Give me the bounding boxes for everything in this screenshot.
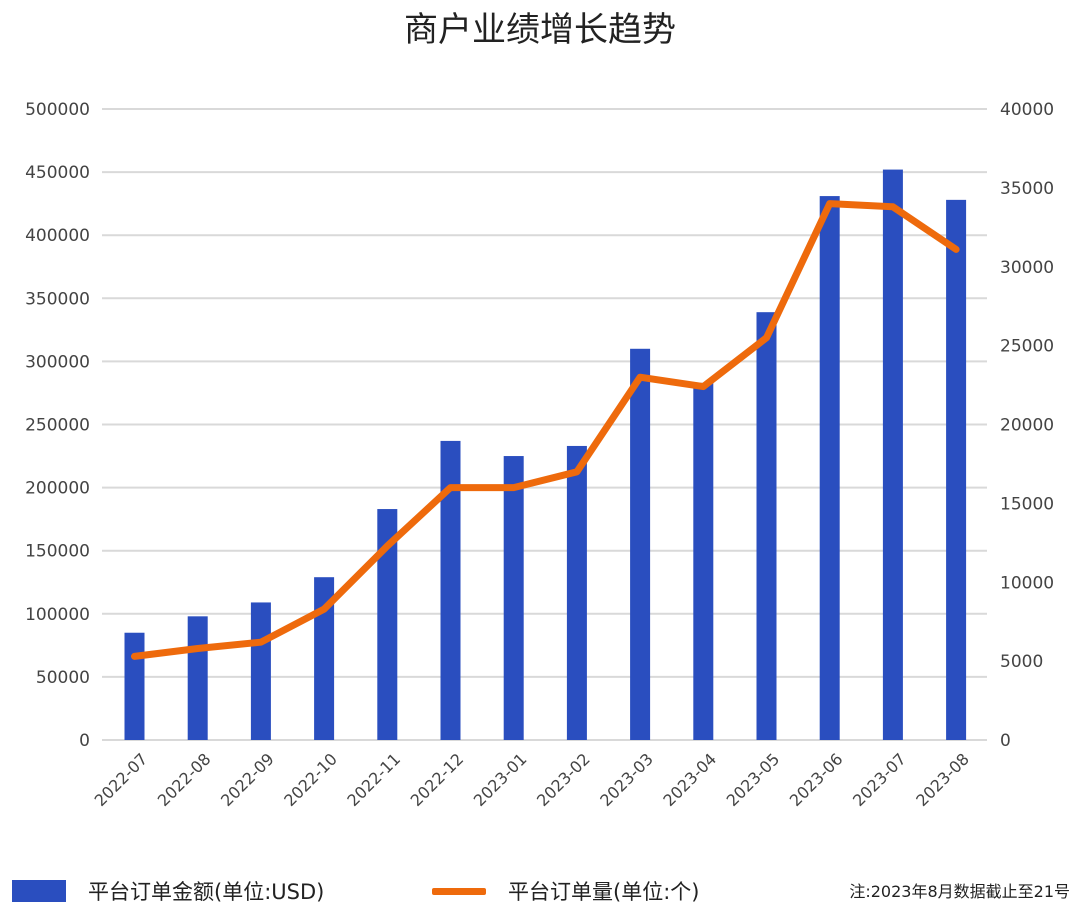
bar-2023-06 (819, 196, 840, 740)
x-tick-label: 2023-02 (533, 749, 594, 810)
line-series (131, 200, 960, 660)
footnote: 注:2023年8月数据截止至21号 (849, 882, 1070, 901)
bar-2023-03 (630, 348, 651, 740)
y-right-tick-label: 15000 (1000, 494, 1054, 514)
legend-label-amount: 平台订单金额(单位:USD) (88, 880, 325, 904)
line-point-2022-07 (133, 655, 136, 658)
x-tick-label: 2023-01 (470, 749, 531, 810)
y-left-tick-label: 0 (79, 731, 90, 751)
y-left-tick-label: 500000 (25, 100, 90, 120)
chart-title: 商户业绩增长趋势 (404, 10, 676, 50)
legend-swatch-bar (12, 880, 66, 902)
bar-2022-09 (250, 602, 271, 740)
bar-2023-08 (946, 199, 967, 740)
grid-lines (102, 108, 987, 741)
line-point-2023-08 (955, 248, 958, 251)
line-point-2023-07 (891, 205, 894, 208)
y-left-tick-label: 200000 (25, 479, 90, 499)
legend-item-amount: 平台订单金额(单位:USD) (12, 873, 324, 909)
line-point-2022-10 (323, 608, 326, 611)
bar-2022-12 (440, 440, 461, 740)
y-axis-left: 0 50000 100000 150000 200000 250000 300000 3500… (25, 100, 90, 751)
x-tick-label: 2023-03 (596, 749, 657, 810)
y-right-tick-label: 40000 (1000, 100, 1054, 120)
x-tick-label: 2023-08 (912, 749, 973, 810)
line-point-2023-02 (575, 470, 578, 473)
x-tick-label: 2023-06 (786, 749, 847, 810)
y-right-tick-label: 0 (1000, 731, 1011, 751)
x-tick-label: 2022-12 (407, 749, 468, 810)
y-left-tick-label: 100000 (25, 605, 90, 625)
x-tick-label: 2022-08 (154, 749, 215, 810)
x-tick-label: 2023-07 (849, 749, 910, 810)
line-point-2022-09 (259, 641, 262, 644)
line-point-2023-05 (765, 336, 768, 339)
bar-2023-05 (756, 312, 777, 740)
x-tick-label: 2023-04 (659, 749, 720, 810)
y-left-tick-label: 150000 (25, 542, 90, 562)
y-left-tick-label: 400000 (25, 226, 90, 246)
bar-2022-07 (124, 632, 145, 740)
legend-label-count: 平台订单量(单位:个) (508, 880, 700, 904)
y-right-tick-label: 30000 (1000, 258, 1054, 278)
line-point-2022-12 (449, 486, 452, 489)
bar-2022-08 (187, 616, 208, 740)
x-tick-label: 2022-10 (280, 749, 341, 810)
y-right-tick-label: 35000 (1000, 179, 1054, 199)
x-tick-label: 2022-09 (217, 749, 278, 810)
x-tick-label: 2022-11 (343, 749, 404, 810)
y-left-tick-label: 450000 (25, 163, 90, 183)
y-left-tick-label: 300000 (25, 352, 90, 372)
y-left-tick-label: 250000 (25, 416, 90, 436)
bar-2022-11 (377, 509, 398, 740)
legend-swatch-line (432, 887, 486, 895)
y-axis-right: 0 5000 10000 15000 20000 25000 30000 35000 40000 (1000, 100, 1054, 751)
y-right-tick-label: 20000 (1000, 416, 1054, 436)
y-left-tick-label: 50000 (36, 668, 90, 688)
line-point-2023-03 (639, 376, 642, 379)
bar-2023-01 (503, 456, 524, 740)
line-point-2023-04 (702, 385, 705, 388)
line-point-2023-06 (828, 202, 831, 205)
chart-svg: 0500001000001500002000002500003000003500… (25, 100, 1054, 810)
line-point-2023-01 (512, 486, 515, 489)
line-point-2022-11 (386, 544, 389, 547)
legend-item-count: 平台订单量(单位:个) (432, 873, 699, 909)
order-count-line (131, 200, 960, 660)
y-right-tick-label: 25000 (1000, 337, 1054, 357)
bar-2022-10 (314, 577, 335, 740)
bar-2023-02 (566, 445, 587, 740)
bar-2023-04 (693, 382, 714, 740)
y-right-tick-label: 5000 (1000, 652, 1043, 672)
line-point-2022-08 (196, 647, 199, 650)
x-axis: 2022-07 2022-08 2022-09 2022-10 2022-11 2022-… (91, 749, 973, 810)
y-right-tick-label: 10000 (1000, 573, 1054, 593)
x-tick-label: 2023-05 (723, 749, 784, 810)
x-tick-label: 2022-07 (91, 749, 152, 810)
y-left-tick-label: 350000 (25, 289, 90, 309)
bar-2023-07 (882, 169, 903, 741)
bar-series (124, 169, 967, 741)
